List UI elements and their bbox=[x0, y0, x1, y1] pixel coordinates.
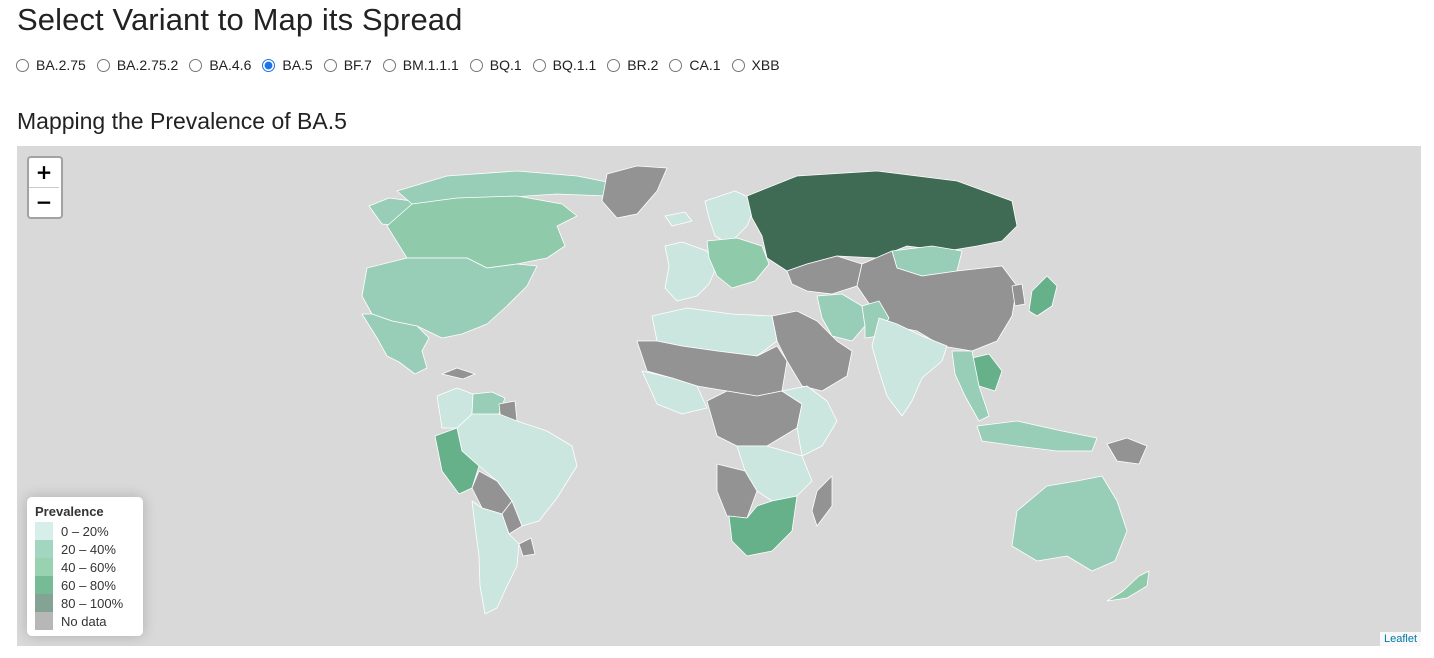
variant-option-ba-2-75[interactable]: BA.2.75 bbox=[16, 57, 86, 73]
region-india[interactable] bbox=[871, 317, 948, 417]
variant-radio[interactable] bbox=[382, 58, 396, 72]
prevalence-legend: Prevalence 0 – 20% 20 – 40% 40 – 60% 60 – 8… bbox=[27, 497, 143, 636]
region-greenland[interactable] bbox=[601, 165, 668, 219]
region-middle-east[interactable] bbox=[771, 310, 853, 392]
variant-label: BQ.1.1 bbox=[552, 57, 597, 73]
region-western-europe[interactable] bbox=[664, 241, 718, 302]
legend-item: 80 – 100% bbox=[35, 594, 135, 612]
variant-label: BA.2.75.2 bbox=[116, 57, 179, 73]
variant-label: BM.1.1.1 bbox=[402, 57, 459, 73]
variant-label: XBB bbox=[751, 57, 780, 73]
variant-label: BA.2.75 bbox=[36, 57, 86, 73]
zoom-control: + − bbox=[27, 156, 63, 219]
region-canada[interactable] bbox=[386, 195, 578, 269]
variant-option-ba-2-75-2[interactable]: BA.2.75.2 bbox=[96, 57, 179, 73]
variant-option-bq-1-1[interactable]: BQ.1.1 bbox=[532, 57, 597, 73]
variant-label: BQ.1 bbox=[489, 57, 522, 73]
legend-label: No data bbox=[61, 613, 107, 629]
variant-option-ba-5[interactable]: BA.5 bbox=[262, 57, 313, 73]
region-indonesia[interactable] bbox=[976, 420, 1098, 452]
region-south-africa[interactable] bbox=[728, 495, 798, 557]
variant-option-ca-1[interactable]: CA.1 bbox=[669, 57, 721, 73]
legend-item: 0 – 20% bbox=[35, 522, 135, 540]
region-iran[interactable] bbox=[816, 293, 866, 342]
variant-label: BA.4.6 bbox=[209, 57, 252, 73]
region-korea[interactable] bbox=[1011, 283, 1026, 307]
variant-label: CA.1 bbox=[689, 57, 721, 73]
legend-item: 40 – 60% bbox=[35, 558, 135, 576]
legend-swatch bbox=[35, 612, 53, 630]
leaflet-attribution-link[interactable]: Leaflet bbox=[1379, 632, 1421, 646]
variant-radio[interactable] bbox=[16, 58, 29, 72]
variant-radio[interactable] bbox=[731, 58, 745, 72]
variant-label: BF.7 bbox=[343, 57, 372, 73]
region-central-europe[interactable] bbox=[706, 237, 770, 289]
page-title: Select Variant to Map its Spread bbox=[17, 2, 463, 37]
region-madagascar[interactable] bbox=[811, 475, 833, 527]
region-argentina[interactable] bbox=[471, 500, 520, 615]
region-iceland[interactable] bbox=[664, 211, 693, 227]
world-map[interactable] bbox=[17, 146, 1421, 646]
variant-label: BR.2 bbox=[627, 57, 659, 73]
variant-radio[interactable] bbox=[607, 58, 621, 72]
legend-swatch bbox=[35, 540, 53, 558]
variant-radio[interactable] bbox=[669, 58, 683, 72]
variant-radio[interactable] bbox=[469, 58, 483, 72]
legend-swatch bbox=[35, 522, 53, 540]
region-peru[interactable] bbox=[434, 427, 480, 495]
legend-label: 0 – 20% bbox=[61, 523, 109, 539]
variant-label: BA.5 bbox=[282, 57, 313, 73]
variant-radio[interactable] bbox=[532, 58, 546, 72]
region-cuba[interactable] bbox=[441, 367, 476, 380]
legend-swatch bbox=[35, 558, 53, 576]
legend-title: Prevalence bbox=[35, 504, 104, 519]
legend-items: 0 – 20% 20 – 40% 40 – 60% 60 – 80% 80 – 100%… bbox=[35, 522, 135, 630]
legend-label: 60 – 80% bbox=[61, 577, 116, 593]
variant-radio[interactable] bbox=[189, 58, 203, 72]
legend-item: 20 – 40% bbox=[35, 540, 135, 558]
region-japan[interactable] bbox=[1028, 275, 1058, 317]
region-west-africa[interactable] bbox=[641, 370, 708, 415]
region-east-africa[interactable] bbox=[781, 385, 838, 457]
variant-option-ba-4-6[interactable]: BA.4.6 bbox=[189, 57, 251, 73]
variant-radio[interactable] bbox=[262, 58, 276, 72]
legend-label: 20 – 40% bbox=[61, 541, 116, 557]
legend-item: No data bbox=[35, 612, 135, 630]
map-container[interactable]: + − Prevalence 0 – 20% 20 – 40% 40 – 60% 60… bbox=[17, 146, 1421, 646]
variant-option-bm-1-1-1[interactable]: BM.1.1.1 bbox=[382, 57, 459, 73]
zoom-out-button[interactable]: − bbox=[29, 187, 59, 217]
region-uruguay[interactable] bbox=[518, 537, 536, 557]
variant-radio[interactable] bbox=[96, 58, 110, 72]
region-new-zealand[interactable] bbox=[1106, 570, 1150, 602]
variant-option-xbb[interactable]: XBB bbox=[731, 57, 780, 73]
region-scandinavia[interactable] bbox=[704, 190, 758, 245]
region-mexico[interactable] bbox=[361, 313, 430, 375]
legend-swatch bbox=[35, 576, 53, 594]
variant-option-bf-7[interactable]: BF.7 bbox=[323, 57, 372, 73]
variant-radio-group: BA.2.75 BA.2.75.2 BA.4.6 BA.5 BF.7 BM.1.1.1 BQ… bbox=[16, 54, 791, 76]
legend-item: 60 – 80% bbox=[35, 576, 135, 594]
region-southeast-asia[interactable] bbox=[951, 350, 990, 422]
region-australia[interactable] bbox=[1011, 475, 1128, 572]
variant-radio[interactable] bbox=[323, 58, 337, 72]
variant-option-bq-1[interactable]: BQ.1 bbox=[469, 57, 522, 73]
map-title: Mapping the Prevalence of BA.5 bbox=[17, 108, 347, 134]
variant-option-br-2[interactable]: BR.2 bbox=[607, 57, 658, 73]
legend-label: 40 – 60% bbox=[61, 559, 116, 575]
region-papua-new-guinea[interactable] bbox=[1106, 437, 1148, 465]
legend-label: 80 – 100% bbox=[61, 595, 124, 611]
legend-swatch bbox=[35, 594, 53, 612]
zoom-in-button[interactable]: + bbox=[35, 160, 53, 184]
